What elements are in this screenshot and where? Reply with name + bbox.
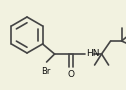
Text: O: O [67,70,74,79]
Text: Br: Br [41,67,50,76]
Text: HN: HN [87,49,100,58]
